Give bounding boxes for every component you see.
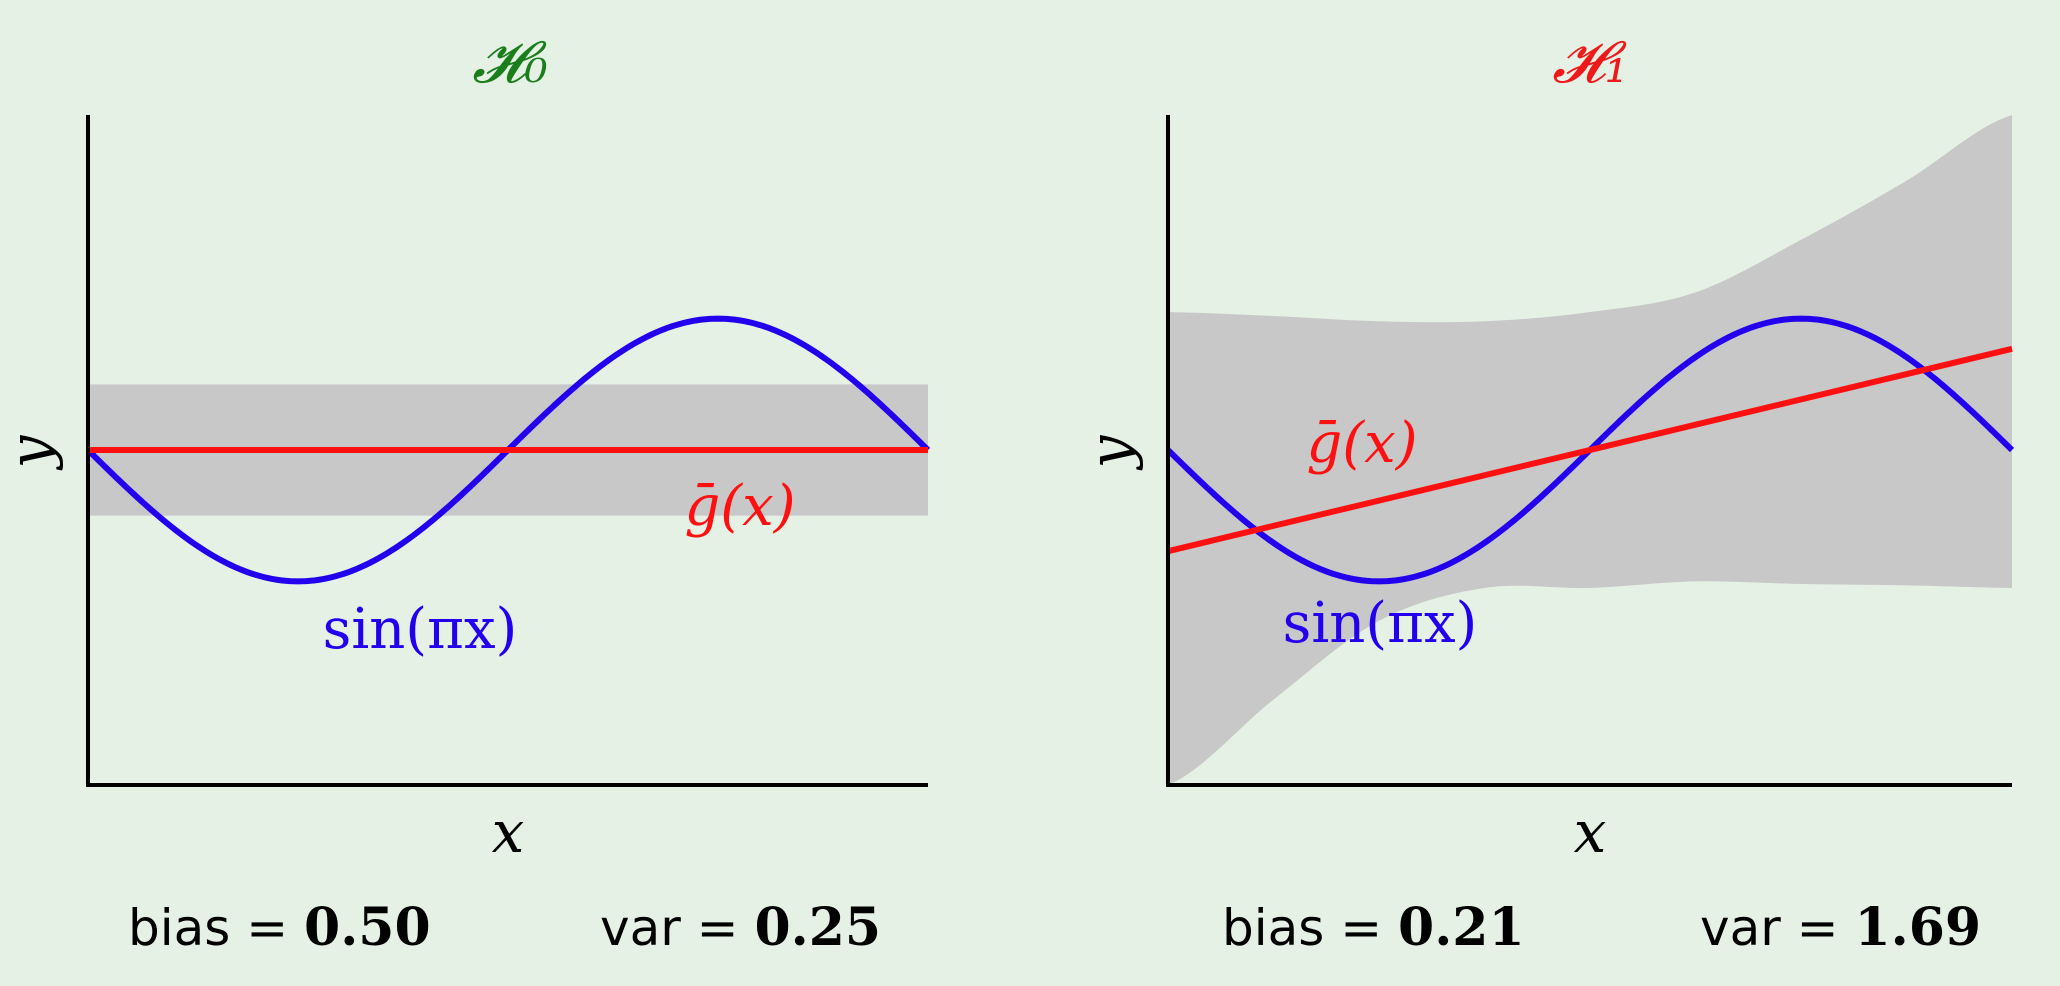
- var-label: var =: [1700, 899, 1854, 957]
- bias-value: 0.50: [304, 897, 431, 958]
- mean-hypothesis-label: ḡ(x): [1306, 411, 1417, 476]
- panel-1: 𝓗₁ x y ḡ(x) sin(πx) bias = 0.21 var = 1.69: [1076, 28, 2015, 958]
- var-label: var =: [600, 899, 754, 957]
- bias-stat: bias = 0.21: [1222, 897, 1525, 958]
- y-axis-label: y: [1076, 434, 1144, 471]
- var-stat: var = 0.25: [600, 897, 881, 958]
- panel-0: 𝓗₀ x y ḡ(x) sin(πx) bias = 0.50 var = 0.25: [0, 28, 931, 958]
- panel-title: 𝓗₀: [472, 28, 548, 96]
- panel-title: 𝓗₁: [1552, 28, 1628, 96]
- y-axis-label: y: [0, 434, 64, 471]
- bias-label: bias =: [128, 899, 304, 957]
- x-axis-label: x: [1574, 798, 1607, 866]
- var-value: 1.69: [1854, 897, 1981, 958]
- sine-label: sin(πx): [323, 597, 518, 662]
- sine-label: sin(πx): [1283, 591, 1478, 656]
- bias-value: 0.21: [1398, 897, 1525, 958]
- bias-label: bias =: [1222, 899, 1398, 957]
- x-axis-label: x: [492, 798, 525, 866]
- bias-stat: bias = 0.50: [128, 897, 431, 958]
- mean-hypothesis-line: [1167, 345, 2013, 555]
- var-value: 0.25: [754, 897, 881, 958]
- var-stat: var = 1.69: [1700, 897, 1981, 958]
- mean-hypothesis-label: ḡ(x): [684, 474, 795, 539]
